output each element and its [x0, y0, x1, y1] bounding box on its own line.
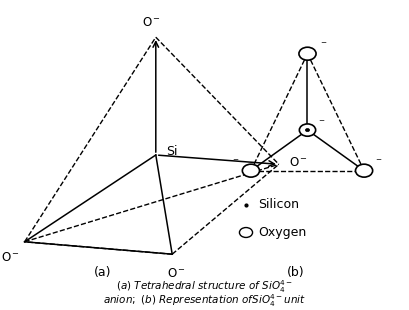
Circle shape	[305, 129, 309, 132]
Text: $^-$: $^-$	[373, 157, 381, 167]
Circle shape	[298, 47, 315, 60]
Text: $\it{anion;\ (b)\ Representation\ of}$$\mathit{SiO_4^{4-}}$$\it{unit}$: $\it{anion;\ (b)\ Representation\ of}$$\…	[103, 292, 306, 309]
Text: $^-$: $^-$	[318, 40, 327, 51]
Text: Silicon: Silicon	[258, 198, 299, 211]
Text: O$^-$: O$^-$	[2, 251, 20, 264]
Text: O$^-$: O$^-$	[142, 16, 161, 29]
Text: Oxygen: Oxygen	[258, 226, 306, 239]
Text: $^-$: $^-$	[230, 157, 239, 167]
Circle shape	[242, 164, 259, 177]
Circle shape	[299, 124, 315, 136]
Text: O$^-$: O$^-$	[288, 156, 307, 169]
Text: $^-$: $^-$	[316, 118, 325, 128]
Circle shape	[355, 164, 372, 177]
Text: (b): (b)	[286, 266, 303, 279]
Text: Si: Si	[166, 145, 177, 158]
Text: $(a)$ $\it{Tetrahedral\ structure\ of}$ $\mathit{SiO_4^{4-}}$: $(a)$ $\it{Tetrahedral\ structure\ of}$ …	[116, 278, 293, 295]
Text: O$^-$: O$^-$	[166, 267, 185, 280]
Circle shape	[239, 228, 252, 237]
Text: (a): (a)	[94, 266, 111, 279]
